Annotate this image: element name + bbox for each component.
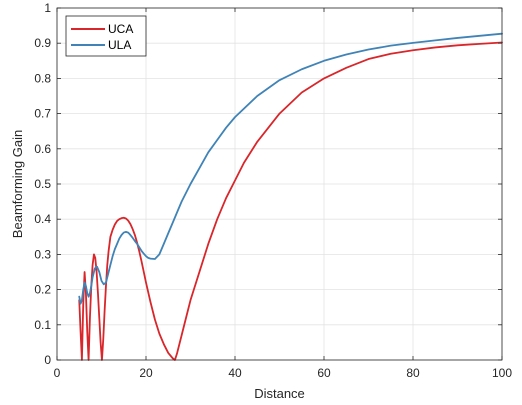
y-tick-label: 0.5 — [34, 177, 51, 191]
x-tick-label: 40 — [228, 366, 242, 380]
y-tick-label: 1 — [44, 1, 51, 15]
y-tick-label: 0.1 — [34, 318, 51, 332]
x-axis-label: Distance — [254, 386, 305, 401]
y-tick-label: 0.8 — [34, 71, 51, 85]
y-axis-label: Beamforming Gain — [10, 130, 25, 238]
x-tick-label: 80 — [406, 366, 420, 380]
y-tick-label: 0.4 — [34, 212, 51, 226]
legend: UCA ULA — [65, 15, 147, 57]
y-tick-label: 0.2 — [34, 283, 51, 297]
x-tick-label: 60 — [317, 366, 331, 380]
y-tick-label: 0.3 — [34, 247, 51, 261]
x-tick-label: 0 — [54, 366, 61, 380]
y-tick-label: 0.6 — [34, 142, 51, 156]
legend-label-ula: ULA — [108, 38, 131, 52]
legend-label-uca: UCA — [108, 22, 133, 36]
axes: 0 20 40 60 80 100 0 0.1 0.2 0.3 0.4 0.5 0.6 0.7 0.8 0.9… — [34, 1, 512, 380]
series-line-uca — [78, 41, 503, 361]
y-tick-label: 0 — [44, 353, 51, 367]
x-tick-label: 20 — [139, 366, 153, 380]
legend-box — [65, 15, 147, 57]
series-layer — [78, 32, 503, 361]
x-tick-label: 100 — [492, 366, 512, 380]
y-tick-label: 0.7 — [34, 107, 51, 121]
series-line-ula — [78, 32, 503, 305]
y-tick-label: 0.9 — [34, 36, 51, 50]
